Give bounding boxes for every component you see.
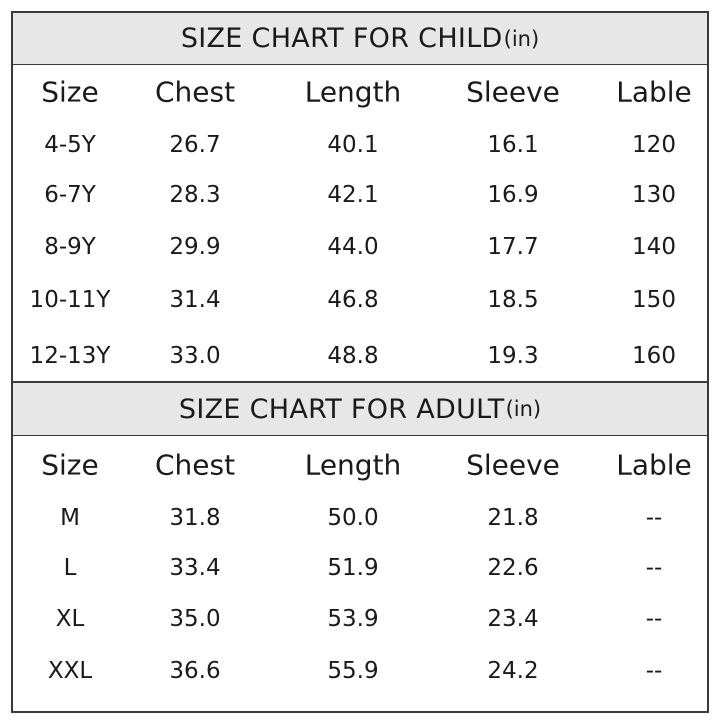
table-cell: 150 — [632, 287, 676, 313]
column-header: Size — [41, 75, 99, 109]
table-cell: 55.9 — [327, 658, 379, 684]
section-unit: (in) — [503, 26, 540, 51]
table-cell: XXL — [47, 658, 93, 684]
section-header: SIZE CHART FOR ADULT (in) — [13, 383, 707, 436]
table-cell: 17.7 — [487, 234, 539, 260]
table-cell: 140 — [632, 234, 676, 260]
section-title: SIZE CHART FOR ADULT — [178, 393, 505, 425]
column-header: Length — [304, 448, 402, 482]
column-header: Sleeve — [466, 75, 560, 109]
table-cell: M — [60, 505, 80, 531]
section-unit: (in) — [505, 397, 542, 421]
table-cell: 31.4 — [169, 287, 221, 313]
table-cell: XL — [55, 606, 85, 632]
table-cell: 19.3 — [487, 343, 539, 369]
table-cell: 6-7Y — [44, 182, 96, 208]
table-cell: 44.0 — [327, 234, 379, 260]
table-cell: -- — [645, 606, 663, 632]
table-cell: 40.1 — [327, 132, 379, 158]
table-cell: 10-11Y — [29, 287, 111, 313]
table-cell: 48.8 — [327, 343, 379, 369]
table-cell: 46.8 — [327, 287, 379, 313]
section-divider — [13, 381, 707, 383]
column-header: Sleeve — [466, 448, 560, 482]
table-cell: 50.0 — [327, 505, 379, 531]
table-cell: 16.1 — [487, 132, 539, 158]
table-cell: 53.9 — [327, 606, 379, 632]
table-cell: -- — [645, 505, 663, 531]
table-cell: 8-9Y — [44, 234, 96, 260]
column-header: Size — [41, 448, 99, 482]
size-chart: SIZE CHART FOR CHILD (in) Size Chest Length S… — [11, 11, 709, 713]
table-cell: 51.9 — [327, 555, 379, 581]
table-cell: 130 — [632, 182, 676, 208]
table-cell: 35.0 — [169, 606, 221, 632]
table-cell: 28.3 — [169, 182, 221, 208]
table-cell: -- — [645, 658, 663, 684]
table-cell: 160 — [632, 343, 676, 369]
table-cell: 33.0 — [169, 343, 221, 369]
section-header: SIZE CHART FOR CHILD (in) — [13, 13, 707, 65]
table-cell: 12-13Y — [29, 343, 111, 369]
table-cell: 31.8 — [169, 505, 221, 531]
column-header: Length — [304, 75, 402, 109]
table-cell: 26.7 — [169, 132, 221, 158]
table-cell: 120 — [632, 132, 676, 158]
table-cell: 36.6 — [169, 658, 221, 684]
table-cell: 33.4 — [169, 555, 221, 581]
table-cell: 21.8 — [487, 505, 539, 531]
column-header: Lable — [616, 75, 692, 109]
column-header: Chest — [154, 448, 236, 482]
table-cell: -- — [645, 555, 663, 581]
section-title: SIZE CHART FOR CHILD — [180, 23, 503, 54]
column-header: Chest — [154, 75, 236, 109]
table-cell: 16.9 — [487, 182, 539, 208]
table-cell: L — [63, 555, 77, 581]
table-cell: 4-5Y — [44, 132, 96, 158]
column-header: Lable — [616, 448, 692, 482]
table-cell: 29.9 — [169, 234, 221, 260]
table-cell: 23.4 — [487, 606, 539, 632]
table-cell: 18.5 — [487, 287, 539, 313]
table-cell: 24.2 — [487, 658, 539, 684]
table-cell: 22.6 — [487, 555, 539, 581]
table-cell: 42.1 — [327, 182, 379, 208]
